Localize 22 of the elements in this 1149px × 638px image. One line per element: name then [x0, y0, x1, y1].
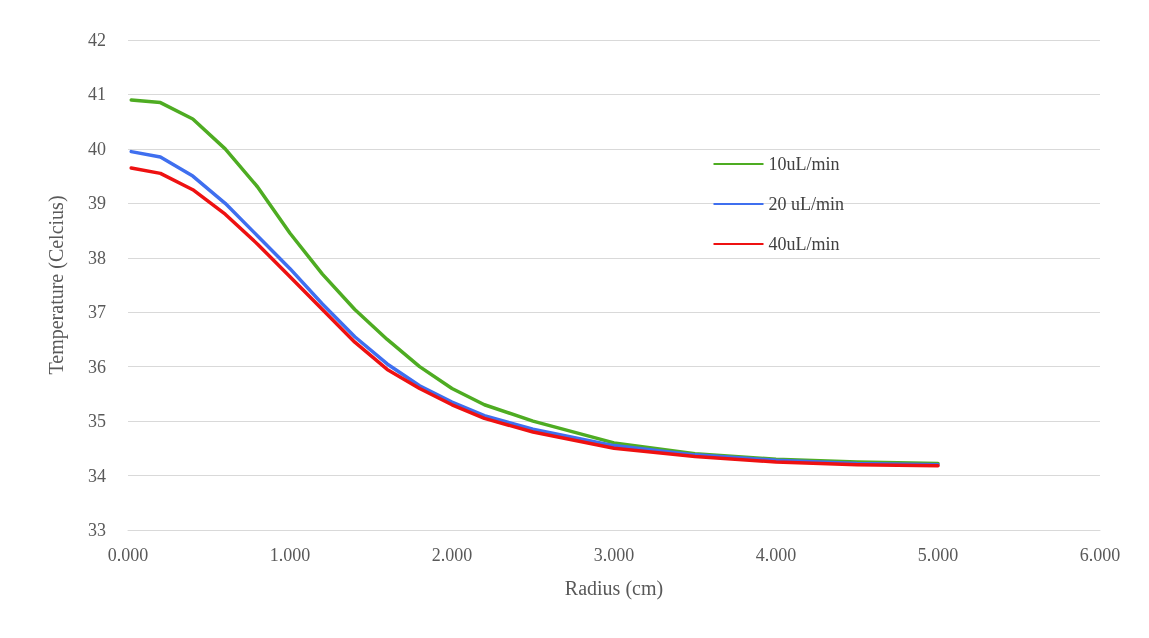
x-tick-label: 3.000: [593, 545, 635, 565]
x-tick-label: 4.000: [755, 545, 797, 565]
y-tick-label: 35: [88, 411, 106, 432]
y-tick-label: 39: [88, 193, 106, 214]
legend-label: 10uL/min: [768, 154, 840, 174]
y-tick-label: 36: [88, 356, 106, 377]
y-axis-title: Temperature (Celcius): [45, 195, 68, 375]
y-tick-label: 42: [88, 30, 106, 50]
y-tick-label: 41: [88, 84, 106, 105]
legend-label: 20 uL/min: [768, 194, 844, 214]
x-tick-label: 2.000: [431, 545, 473, 565]
legend-label: 40uL/min: [768, 234, 840, 254]
x-tick-label: 6.000: [1079, 545, 1121, 565]
y-tick-label: 40: [88, 138, 106, 159]
x-tick-label: 1.000: [269, 545, 311, 565]
y-tick-label: 37: [88, 302, 106, 323]
x-tick-label: 5.000: [917, 545, 959, 565]
y-tick-label: 33: [88, 520, 106, 540]
x-tick-label: 0.000: [107, 545, 149, 565]
y-tick-label: 38: [88, 247, 106, 268]
y-tick-label: 34: [88, 465, 106, 486]
x-axis-title: Radius (cm): [564, 577, 664, 600]
